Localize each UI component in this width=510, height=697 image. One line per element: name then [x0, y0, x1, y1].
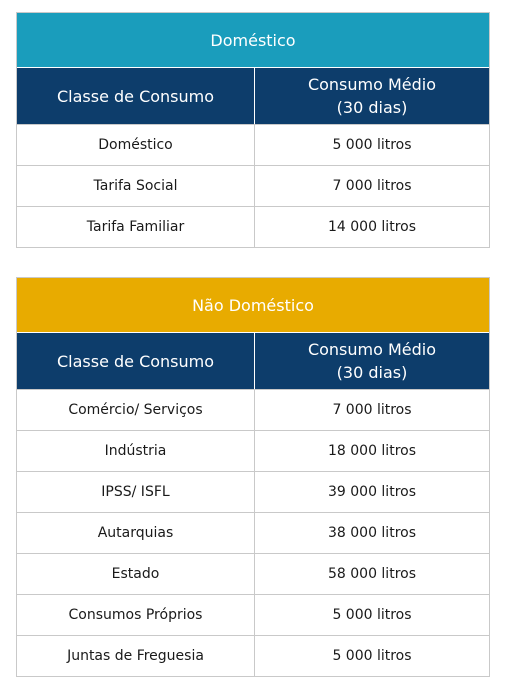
table-row: Consumos Próprios 5 000 litros — [17, 594, 489, 635]
row-classe: Autarquias — [17, 513, 255, 553]
table-row: Indústria 18 000 litros — [17, 430, 489, 471]
header-consumo-medio: Consumo Médio (30 dias) — [255, 333, 489, 389]
row-consumo: 18 000 litros — [327, 443, 416, 459]
row-classe: Consumos Próprios — [17, 595, 255, 635]
row-classe: Juntas de Freguesia — [17, 636, 255, 676]
row-consumo: 7 000 litros — [332, 178, 412, 194]
row-classe: Tarifa Familiar — [17, 207, 255, 247]
non-domestic-table: Não Doméstico Classe de Consumo Consumo … — [16, 277, 490, 677]
row-consumo: 7 000 litros — [332, 402, 412, 418]
header-consumo-medio-line2: (30 dias) — [336, 98, 408, 117]
row-consumo: 5 000 litros — [332, 137, 412, 153]
non-domestic-table-title: Não Doméstico — [17, 278, 489, 332]
non-domestic-table-header: Classe de Consumo Consumo Médio (30 dias… — [17, 332, 489, 389]
header-classe-de-consumo: Classe de Consumo — [17, 68, 255, 124]
row-classe: Comércio/ Serviços — [17, 390, 255, 430]
domestic-table-header: Classe de Consumo Consumo Médio (30 dias… — [17, 67, 489, 124]
header-classe-de-consumo: Classe de Consumo — [17, 333, 255, 389]
table-row: Juntas de Freguesia 5 000 litros — [17, 635, 489, 676]
row-classe: Indústria — [17, 431, 255, 471]
header-consumo-medio-line2: (30 dias) — [336, 363, 408, 382]
row-consumo: 58 000 litros — [327, 566, 416, 582]
table-row: Estado 58 000 litros — [17, 553, 489, 594]
header-consumo-medio-line1: Consumo Médio — [307, 340, 437, 359]
table-row: Doméstico 5 000 litros — [17, 124, 489, 165]
header-consumo-medio: Consumo Médio (30 dias) — [255, 68, 489, 124]
table-row: Tarifa Social 7 000 litros — [17, 165, 489, 206]
row-consumo: 38 000 litros — [327, 525, 416, 541]
header-consumo-medio-line1: Consumo Médio — [307, 75, 437, 94]
row-classe: IPSS/ ISFL — [17, 472, 255, 512]
row-consumo: 5 000 litros — [332, 607, 412, 623]
row-consumo: 5 000 litros — [332, 648, 412, 664]
row-classe: Doméstico — [17, 125, 255, 165]
row-consumo: 14 000 litros — [327, 219, 416, 235]
table-row: IPSS/ ISFL 39 000 litros — [17, 471, 489, 512]
table-row: Comércio/ Serviços 7 000 litros — [17, 389, 489, 430]
table-row: Tarifa Familiar 14 000 litros — [17, 206, 489, 247]
row-classe: Estado — [17, 554, 255, 594]
table-row: Autarquias 38 000 litros — [17, 512, 489, 553]
domestic-table: Doméstico Classe de Consumo Consumo Médi… — [16, 12, 490, 248]
row-consumo: 39 000 litros — [327, 484, 416, 500]
row-classe: Tarifa Social — [17, 166, 255, 206]
domestic-table-title: Doméstico — [17, 13, 489, 67]
